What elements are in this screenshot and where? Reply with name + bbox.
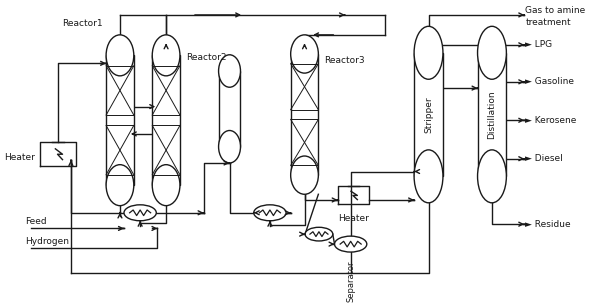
Text: ► Diesel: ► Diesel bbox=[526, 154, 563, 163]
Text: Heater: Heater bbox=[338, 214, 369, 223]
Text: ► Kerosene: ► Kerosene bbox=[526, 116, 577, 125]
Text: Stripper: Stripper bbox=[424, 96, 433, 133]
Bar bbox=[218, 71, 241, 147]
Ellipse shape bbox=[152, 35, 180, 76]
Bar bbox=[290, 54, 319, 175]
Ellipse shape bbox=[414, 26, 443, 79]
Ellipse shape bbox=[478, 150, 506, 203]
Circle shape bbox=[124, 205, 156, 221]
Text: Heater: Heater bbox=[4, 153, 35, 162]
Ellipse shape bbox=[218, 55, 241, 87]
Circle shape bbox=[305, 227, 333, 241]
Text: ► Residue: ► Residue bbox=[526, 220, 571, 229]
Ellipse shape bbox=[290, 156, 319, 194]
Bar bbox=[152, 55, 180, 185]
Ellipse shape bbox=[478, 26, 506, 79]
Ellipse shape bbox=[414, 150, 443, 203]
Text: ► Gasoline: ► Gasoline bbox=[526, 77, 574, 86]
Text: treatment: treatment bbox=[526, 17, 571, 26]
Ellipse shape bbox=[290, 35, 319, 73]
Text: Reactor2: Reactor2 bbox=[186, 53, 226, 62]
Bar bbox=[106, 55, 134, 185]
Circle shape bbox=[254, 205, 286, 221]
Text: Hydrogen: Hydrogen bbox=[25, 236, 69, 246]
Text: Feed: Feed bbox=[25, 217, 46, 226]
Ellipse shape bbox=[106, 165, 134, 206]
Text: Reactor3: Reactor3 bbox=[324, 56, 365, 65]
Text: Reactor1: Reactor1 bbox=[62, 19, 103, 28]
Ellipse shape bbox=[218, 130, 241, 163]
Text: Separator: Separator bbox=[346, 261, 355, 302]
Text: Gas to amine: Gas to amine bbox=[526, 6, 586, 15]
Text: ► LPG: ► LPG bbox=[526, 40, 553, 49]
Text: Distillation: Distillation bbox=[487, 90, 496, 139]
Circle shape bbox=[335, 236, 367, 252]
Bar bbox=[478, 53, 506, 176]
Ellipse shape bbox=[152, 165, 180, 206]
Ellipse shape bbox=[106, 35, 134, 76]
Bar bbox=[414, 53, 443, 176]
